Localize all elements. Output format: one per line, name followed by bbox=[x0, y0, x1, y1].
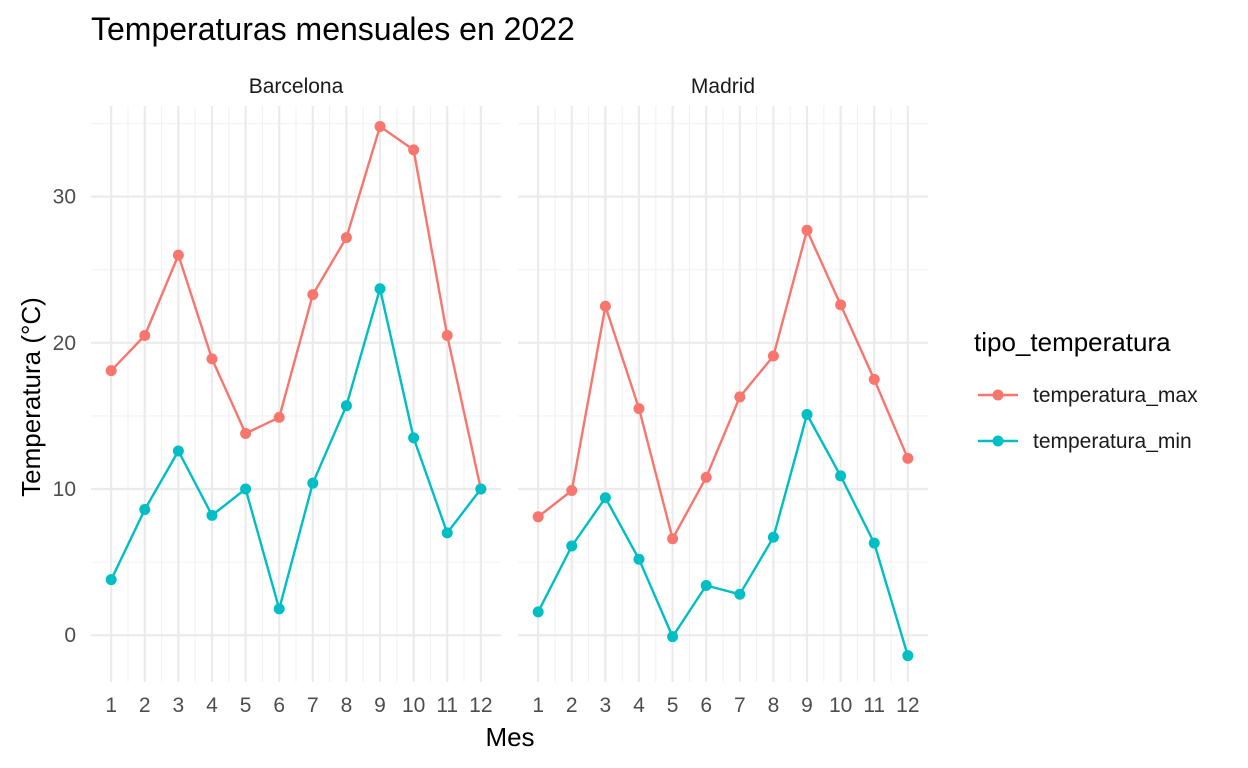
facet-strip-label: Madrid bbox=[691, 75, 755, 98]
data-point-temperatura_min bbox=[273, 603, 285, 615]
data-point-temperatura_max bbox=[801, 224, 813, 236]
x-tick-label: 5 bbox=[240, 694, 252, 717]
legend-key-point bbox=[992, 435, 1004, 447]
data-point-temperatura_max bbox=[105, 365, 117, 377]
x-tick-label: 9 bbox=[801, 694, 813, 717]
x-tick-label: 10 bbox=[829, 694, 852, 717]
x-tick-label: 3 bbox=[173, 694, 185, 717]
chart-title: Temperaturas mensuales en 2022 bbox=[91, 11, 575, 47]
data-point-temperatura_max bbox=[532, 511, 544, 523]
legend-key-point bbox=[992, 389, 1004, 401]
data-point-temperatura_max bbox=[408, 144, 420, 156]
facet-strip-label: Barcelona bbox=[249, 75, 344, 98]
x-tick-label: 6 bbox=[700, 694, 712, 717]
data-point-temperatura_min bbox=[441, 527, 453, 539]
x-tick-label: 12 bbox=[469, 694, 492, 717]
y-axis-title: Temperatura (°C) bbox=[16, 297, 46, 497]
x-tick-label: 10 bbox=[402, 694, 425, 717]
data-point-temperatura_max bbox=[566, 484, 578, 496]
data-point-temperatura_max bbox=[633, 403, 645, 415]
data-point-temperatura_max bbox=[240, 427, 252, 439]
data-point-temperatura_min bbox=[902, 650, 914, 662]
y-tick-label: 30 bbox=[53, 186, 76, 209]
x-tick-label: 7 bbox=[734, 694, 746, 717]
data-point-temperatura_min bbox=[700, 580, 712, 592]
data-point-temperatura_min bbox=[307, 477, 319, 489]
data-point-temperatura_min bbox=[374, 283, 386, 295]
series-line-temperatura_max bbox=[110, 125, 482, 490]
data-point-temperatura_min bbox=[599, 492, 611, 504]
data-point-temperatura_min bbox=[767, 531, 779, 543]
legend-label: temperatura_min bbox=[1033, 430, 1192, 453]
x-tick-label: 3 bbox=[600, 694, 612, 717]
data-point-temperatura_min bbox=[868, 537, 880, 549]
x-tick-label: 5 bbox=[667, 694, 679, 717]
data-point-temperatura_max bbox=[273, 411, 285, 423]
series-line-temperatura_max bbox=[537, 229, 909, 540]
x-tick-label: 12 bbox=[896, 694, 919, 717]
data-point-temperatura_max bbox=[902, 452, 914, 464]
data-point-temperatura_min bbox=[206, 509, 218, 521]
data-point-temperatura_min bbox=[340, 400, 352, 412]
data-point-temperatura_min bbox=[835, 470, 847, 482]
y-tick-label: 0 bbox=[64, 624, 76, 647]
data-point-temperatura_max bbox=[667, 533, 679, 545]
y-tick-label: 20 bbox=[53, 332, 76, 355]
data-point-temperatura_max bbox=[599, 300, 611, 312]
data-point-temperatura_min bbox=[734, 588, 746, 600]
x-tick-label: 9 bbox=[374, 694, 386, 717]
x-tick-label: 7 bbox=[307, 694, 319, 717]
data-point-temperatura_max bbox=[374, 120, 386, 132]
data-point-temperatura_max bbox=[700, 471, 712, 483]
series-line-temperatura_min bbox=[110, 287, 482, 611]
legend: tipo_temperatura temperatura_max temperat… bbox=[974, 327, 1198, 453]
series-line-temperatura_min bbox=[537, 413, 909, 657]
x-tick-label: 8 bbox=[341, 694, 353, 717]
data-point-temperatura_max bbox=[307, 289, 319, 301]
x-tick-label: 6 bbox=[273, 694, 285, 717]
data-point-temperatura_max bbox=[441, 330, 453, 342]
x-tick-label: 11 bbox=[436, 694, 458, 717]
x-tick-label: 1 bbox=[532, 694, 544, 717]
data-point-temperatura_min bbox=[532, 606, 544, 618]
data-point-temperatura_max bbox=[172, 249, 184, 261]
x-tick-label: 4 bbox=[206, 694, 218, 717]
x-tick-label: 2 bbox=[566, 694, 578, 717]
x-tick-label: 11 bbox=[863, 694, 885, 717]
data-point-temperatura_max bbox=[868, 373, 880, 385]
x-axis-title: Mes bbox=[485, 722, 534, 752]
data-point-temperatura_min bbox=[240, 483, 252, 495]
data-point-temperatura_min bbox=[633, 553, 645, 565]
x-tick-label: 8 bbox=[768, 694, 780, 717]
legend-label: temperatura_max bbox=[1033, 384, 1198, 407]
data-point-temperatura_max bbox=[340, 232, 352, 244]
data-point-temperatura_max bbox=[835, 299, 847, 311]
data-point-temperatura_max bbox=[139, 330, 151, 342]
data-point-temperatura_max bbox=[206, 353, 218, 365]
data-point-temperatura_min bbox=[172, 445, 184, 457]
data-point-temperatura_min bbox=[566, 540, 578, 552]
y-tick-label: 10 bbox=[53, 478, 76, 501]
data-point-temperatura_min bbox=[139, 503, 151, 515]
data-point-temperatura_min bbox=[667, 631, 679, 643]
data-point-temperatura_max bbox=[734, 391, 746, 403]
data-point-temperatura_min bbox=[105, 574, 117, 586]
x-tick-label: 1 bbox=[105, 694, 117, 717]
data-point-temperatura_max bbox=[767, 350, 779, 362]
x-tick-label: 4 bbox=[633, 694, 645, 717]
data-point-temperatura_min bbox=[801, 408, 813, 420]
x-tick-label: 2 bbox=[139, 694, 151, 717]
data-point-temperatura_min bbox=[475, 483, 487, 495]
legend-title: tipo_temperatura bbox=[974, 327, 1171, 357]
data-point-temperatura_min bbox=[408, 432, 420, 444]
